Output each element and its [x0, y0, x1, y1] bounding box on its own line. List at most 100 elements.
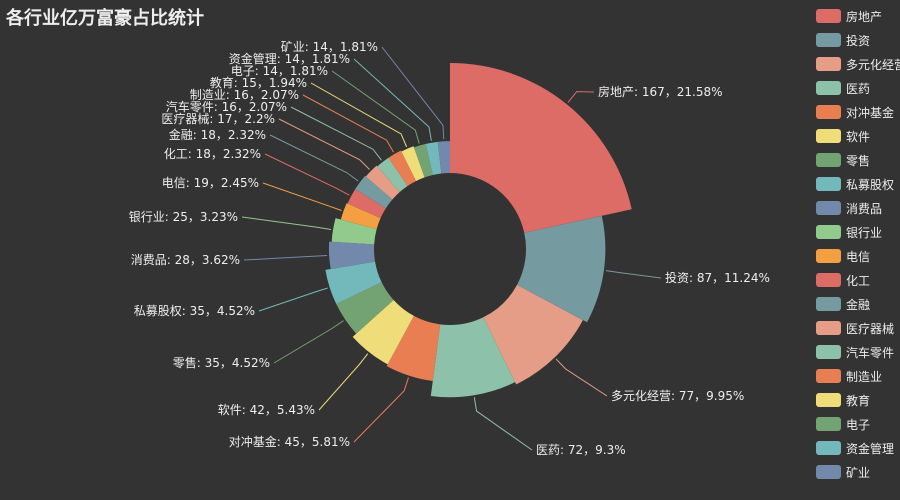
legend-item-8[interactable]: 消费品	[816, 196, 900, 220]
legend-label: 医疗器械	[846, 321, 895, 336]
legend-label: 多元化经营	[846, 57, 900, 72]
legend-label: 消费品	[846, 201, 883, 216]
slice-label-17: 电子: 14，1.81%	[231, 64, 328, 78]
legend-label: 投资	[846, 33, 871, 48]
legend-label: 制造业	[846, 369, 883, 384]
slice-label-10: 电信: 19，2.45%	[162, 176, 259, 190]
slice-13[interactable]	[365, 165, 400, 200]
legend-item-15[interactable]: 制造业	[816, 364, 900, 388]
slice-5[interactable]	[352, 299, 414, 365]
slice-4[interactable]	[386, 315, 441, 381]
slice-12[interactable]	[355, 175, 393, 209]
legend-item-6[interactable]: 零售	[816, 148, 900, 172]
legend-item-18[interactable]: 资金管理	[816, 436, 900, 460]
slice-label-11: 化工: 18，2.32%	[164, 147, 261, 161]
legend-item-4[interactable]: 对冲基金	[816, 100, 900, 124]
slice-14[interactable]	[377, 157, 408, 192]
legend-item-14[interactable]: 汽车零件	[816, 340, 900, 364]
slice-label-1: 投资: 87，11.24%	[665, 270, 770, 285]
slice-17[interactable]	[413, 143, 433, 178]
slice-3[interactable]	[430, 317, 516, 398]
legend-swatch	[816, 369, 841, 383]
legend-label: 软件	[846, 129, 871, 144]
leader-line-3	[473, 397, 533, 451]
legend-label: 零售	[846, 153, 871, 168]
leader-line-8	[243, 254, 328, 261]
legend-swatch	[816, 249, 841, 263]
leader-line-10	[262, 182, 342, 211]
legend-swatch	[816, 201, 841, 215]
leader-line-7	[258, 287, 328, 312]
slice-10[interactable]	[340, 203, 381, 230]
slice-label-12: 金融: 18，2.32%	[169, 127, 266, 142]
leader-line-9	[241, 216, 332, 231]
legend-item-12[interactable]: 金融	[816, 292, 900, 316]
slice-label-19: 矿业: 14，1.81%	[281, 40, 378, 54]
legend-item-3[interactable]: 医药	[816, 76, 900, 100]
legend-label: 电信	[846, 249, 871, 264]
slice-1[interactable]	[517, 215, 606, 323]
leader-line-6	[273, 320, 344, 364]
legend-label: 矿业	[846, 465, 871, 480]
slice-0[interactable]	[450, 63, 632, 233]
slice-19[interactable]	[437, 141, 450, 174]
legend-swatch	[816, 321, 841, 335]
leader-line-11	[264, 153, 350, 196]
leader-line-18	[353, 58, 432, 141]
slice-16[interactable]	[401, 146, 425, 181]
legend-label: 对冲基金	[846, 105, 895, 120]
slice-7[interactable]	[325, 261, 382, 305]
legend-swatch	[816, 465, 841, 479]
legend-swatch	[816, 153, 841, 167]
legend-item-17[interactable]: 电子	[816, 412, 900, 436]
slice-6[interactable]	[336, 282, 394, 334]
legend-label: 医药	[846, 81, 871, 96]
legend-swatch	[816, 177, 841, 191]
legend-swatch	[816, 393, 841, 407]
leader-line-16	[310, 82, 408, 148]
legend-item-0[interactable]: 房地产	[816, 4, 900, 28]
slice-8[interactable]	[328, 241, 376, 270]
legend-swatch	[816, 9, 841, 23]
leader-line-1	[605, 270, 662, 279]
legend-item-2[interactable]: 多元化经营	[816, 52, 900, 76]
leader-line-19	[381, 46, 445, 140]
leader-line-4	[353, 377, 409, 443]
legend-swatch	[816, 441, 841, 455]
legend-item-7[interactable]: 私募股权	[816, 172, 900, 196]
slice-15[interactable]	[388, 150, 417, 186]
legend-swatch	[816, 57, 841, 71]
slice-label-18: 资金管理: 14，1.81%	[229, 51, 350, 66]
legend-swatch	[816, 345, 841, 359]
legend-label: 化工	[846, 273, 871, 288]
legend-label: 银行业	[846, 225, 883, 240]
legend-label: 私募股权	[846, 177, 895, 192]
legend-item-11[interactable]: 化工	[816, 268, 900, 292]
slice-18[interactable]	[425, 141, 442, 175]
slice-label-14: 汽车零件: 16，2.07%	[166, 99, 287, 114]
leader-line-12	[269, 134, 359, 182]
legend-item-1[interactable]: 投资	[816, 28, 900, 52]
legend-item-19[interactable]: 矿业	[816, 460, 900, 484]
leader-line-5	[318, 353, 369, 411]
slice-label-5: 软件: 42，5.43%	[218, 403, 315, 417]
legend-item-13[interactable]: 医疗器械	[816, 316, 900, 340]
legend-swatch	[816, 225, 841, 239]
legend-label: 汽车零件	[846, 345, 895, 360]
leader-line-15	[302, 94, 395, 153]
slice-2[interactable]	[483, 284, 583, 385]
legend-label: 教育	[846, 393, 871, 408]
slice-11[interactable]	[347, 189, 386, 219]
leader-line-14	[290, 106, 382, 161]
slice-9[interactable]	[331, 218, 377, 245]
leader-line-13	[278, 118, 370, 170]
legend-item-5[interactable]: 软件	[816, 124, 900, 148]
leader-line-17	[331, 70, 420, 144]
slice-label-9: 银行业: 25，3.23%	[129, 210, 238, 224]
slice-label-13: 医疗器械: 17，2.2%	[161, 111, 275, 126]
legend-item-16[interactable]: 教育	[816, 388, 900, 412]
legend: 房地产投资多元化经营医药对冲基金软件零售私募股权消费品银行业电信化工金融医疗器械…	[816, 4, 900, 484]
legend-item-9[interactable]: 银行业	[816, 220, 900, 244]
legend-swatch	[816, 33, 841, 47]
legend-item-10[interactable]: 电信	[816, 244, 900, 268]
